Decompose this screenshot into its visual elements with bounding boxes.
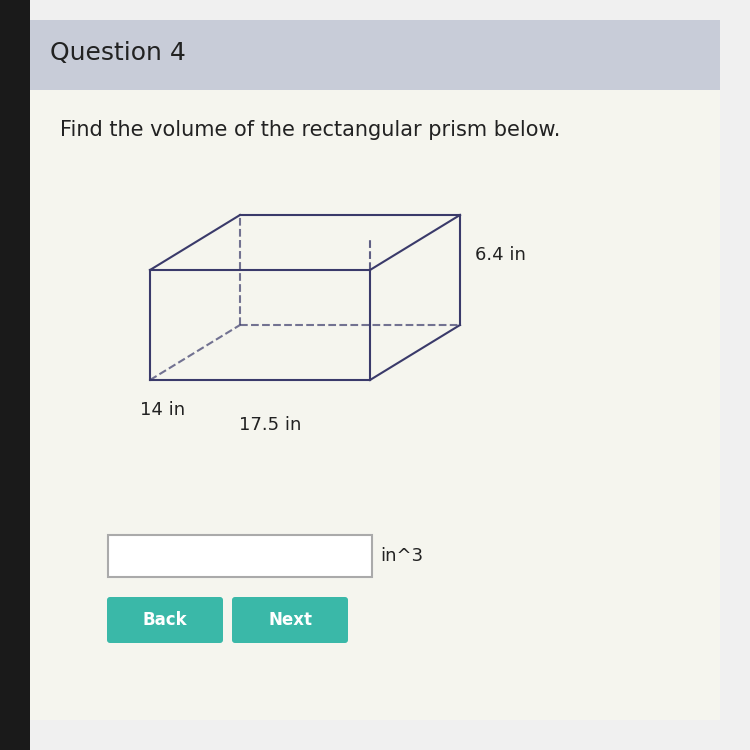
Text: 14 in: 14 in <box>140 401 185 419</box>
FancyBboxPatch shape <box>0 0 30 750</box>
Text: Next: Next <box>268 611 312 629</box>
Text: 6.4 in: 6.4 in <box>475 246 526 264</box>
Text: 17.5 in: 17.5 in <box>238 416 302 434</box>
Text: Question 4: Question 4 <box>50 41 186 65</box>
Text: Back: Back <box>142 611 188 629</box>
Text: Find the volume of the rectangular prism below.: Find the volume of the rectangular prism… <box>60 120 560 140</box>
FancyBboxPatch shape <box>232 597 348 643</box>
FancyBboxPatch shape <box>107 597 223 643</box>
FancyBboxPatch shape <box>30 90 720 720</box>
FancyBboxPatch shape <box>108 535 372 577</box>
Text: in^3: in^3 <box>380 547 423 565</box>
FancyBboxPatch shape <box>30 20 720 90</box>
